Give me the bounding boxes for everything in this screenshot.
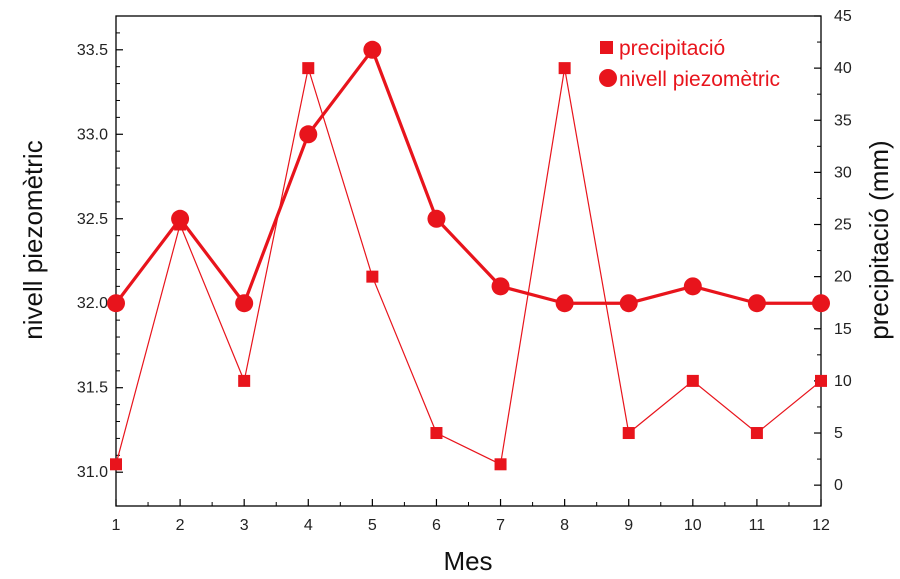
nivell-piezometric-point	[812, 294, 830, 313]
right-axis-tick-label: 40	[834, 60, 852, 77]
precipitacio-point	[622, 427, 635, 440]
left-axis-tick-label: 32.0	[77, 295, 108, 312]
legend-marker-nivell	[599, 69, 617, 87]
precipitacio-point	[558, 62, 571, 75]
nivell-piezometric-point	[107, 294, 125, 313]
right-axis-tick-label: 25	[834, 217, 852, 234]
legend-label-precipitacio: precipitació	[619, 37, 725, 60]
x-axis-tick-label: 7	[496, 517, 505, 534]
right-axis-tick-label: 45	[834, 8, 852, 25]
right-axis-ticks: 0 5 10 15 20 25 30 35 40 45	[814, 8, 852, 494]
precipitacio-point	[750, 427, 763, 440]
left-axis-tick-label: 33.5	[77, 42, 108, 59]
precipitacio-point	[366, 270, 379, 283]
x-axis-tick-label: 4	[304, 517, 313, 534]
left-axis-ticks: 31.0 31.5 32.0 32.5 33.0 33.5	[77, 15, 123, 481]
precipitacio-point	[815, 374, 827, 387]
right-axis-tick-label: 10	[834, 373, 852, 390]
precipitacio-point	[494, 458, 507, 471]
series-line-precipitacio	[115, 67, 822, 466]
x-axis-tick-label: 9	[624, 517, 633, 534]
x-axis-tick-label: 1	[112, 517, 121, 534]
left-axis-tick-label: 32.5	[77, 211, 108, 228]
legend: precipitació nivell piezomètric	[599, 37, 780, 91]
x-axis-ticks: 1 2 3 4 5 6 7 8 9 10 11 12	[112, 499, 830, 534]
legend-label-nivell: nivell piezomètric	[619, 68, 780, 91]
right-axis-tick-label: 35	[834, 112, 852, 129]
left-axis-tick-label: 31.0	[77, 464, 108, 481]
nivell-piezometric-point	[619, 294, 638, 313]
nivell-piezometric-point	[171, 209, 190, 228]
x-axis-tick-label: 5	[368, 517, 377, 534]
right-axis-title: precipitació (mm)	[864, 140, 894, 339]
precipitacio-point	[302, 62, 315, 75]
nivell-piezometric-point	[555, 294, 574, 313]
nivell-piezometric-point	[427, 209, 446, 228]
right-axis-tick-label: 30	[834, 164, 852, 181]
right-axis-tick-label: 5	[834, 425, 843, 442]
precipitacio-point	[110, 458, 122, 471]
series-line-nivell-piezometric	[114, 48, 821, 305]
x-axis-tick-label: 3	[240, 517, 249, 534]
legend-marker-precipitacio	[600, 41, 613, 54]
x-axis-tick-label: 2	[176, 517, 185, 534]
nivell-piezometric-point	[363, 40, 382, 59]
precipitacio-point	[430, 427, 443, 440]
nivell-piezometric-point	[683, 277, 702, 296]
x-axis-tick-label: 8	[560, 517, 569, 534]
left-axis-title: nivell piezomètric	[18, 140, 48, 339]
right-axis-tick-label: 20	[834, 269, 852, 286]
nivell-piezometric-point	[491, 277, 510, 296]
right-axis-tick-label: 15	[834, 321, 852, 338]
left-axis-tick-label: 33.0	[77, 126, 108, 143]
nivell-piezometric-point	[747, 294, 766, 313]
right-axis-tick-label: 0	[834, 477, 843, 494]
x-axis-tick-label: 10	[684, 517, 702, 534]
x-axis-tick-label: 11	[749, 517, 766, 534]
x-axis-title: Mes	[443, 546, 492, 576]
series-layer	[107, 40, 830, 471]
x-axis-tick-label: 6	[432, 517, 441, 534]
nivell-piezometric-point	[299, 125, 318, 144]
precipitacio-point	[238, 374, 251, 387]
x-axis-tick-label: 12	[812, 517, 830, 534]
precipitacio-point	[686, 374, 699, 387]
left-axis-tick-label: 31.5	[77, 380, 108, 397]
nivell-piezometric-point	[235, 294, 254, 313]
